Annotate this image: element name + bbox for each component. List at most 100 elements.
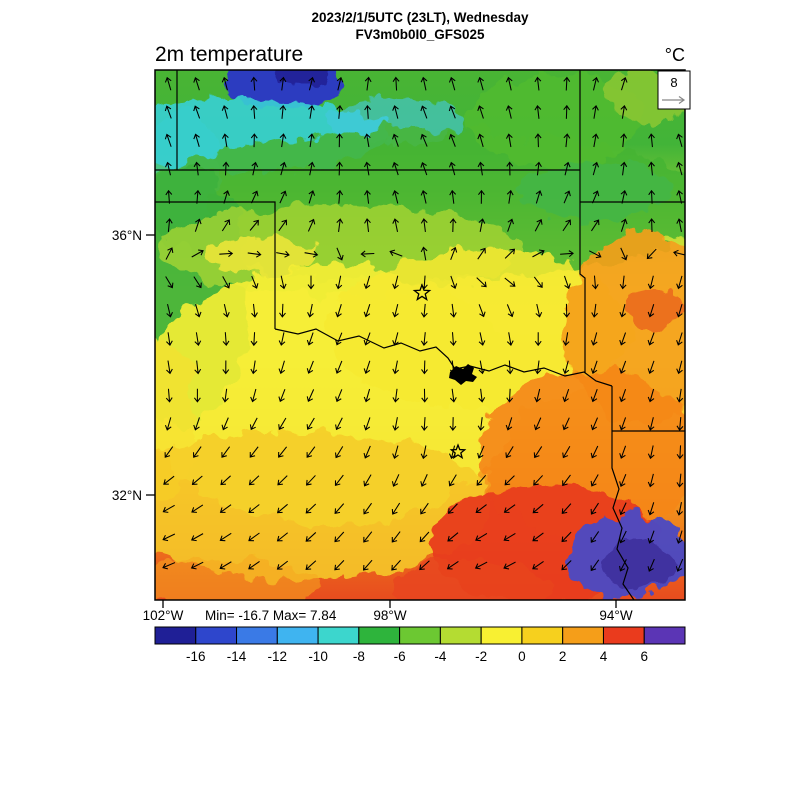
wind-vector-icon bbox=[449, 189, 457, 204]
wind-vector-glyph bbox=[450, 275, 458, 290]
wind-vector-icon bbox=[194, 332, 202, 346]
state-borders bbox=[155, 70, 685, 600]
wind-vector-glyph bbox=[420, 246, 428, 261]
wind-vector-glyph bbox=[588, 250, 602, 259]
wind-vector-icon bbox=[532, 249, 545, 258]
wind-vector-icon bbox=[279, 303, 286, 318]
wind-vector-icon bbox=[560, 250, 574, 258]
wind-vector-glyph bbox=[364, 76, 372, 91]
wind-vector-glyph bbox=[278, 360, 286, 375]
wind-vector-glyph bbox=[219, 561, 232, 570]
wind-vector-glyph bbox=[620, 161, 628, 176]
wind-vector-icon bbox=[363, 388, 371, 403]
wind-vector-icon bbox=[162, 562, 176, 570]
wind-vector-icon bbox=[392, 360, 400, 375]
wind-vector-icon bbox=[336, 218, 344, 233]
wind-vector-glyph bbox=[535, 190, 543, 204]
wind-vector-glyph bbox=[447, 503, 458, 514]
wind-vector-icon bbox=[421, 417, 428, 431]
wind-vector-glyph bbox=[164, 417, 172, 431]
wind-vector-icon bbox=[248, 560, 260, 570]
wind-vector-icon bbox=[647, 360, 655, 374]
wind-vector-glyph bbox=[478, 304, 486, 318]
wind-vector-icon bbox=[278, 360, 286, 375]
wind-vector-glyph bbox=[363, 304, 371, 318]
wind-vector-glyph bbox=[619, 388, 627, 403]
wind-vector-glyph bbox=[506, 332, 514, 346]
wind-vector-icon bbox=[193, 76, 200, 91]
wind-vector-glyph bbox=[336, 218, 344, 233]
wind-vector-glyph bbox=[533, 446, 543, 459]
colorbar-tick-label: -2 bbox=[475, 649, 487, 664]
wind-vector-icon bbox=[535, 190, 543, 204]
wind-vector-icon bbox=[563, 275, 571, 290]
wind-vector-glyph bbox=[360, 250, 375, 258]
wind-vector-glyph bbox=[420, 502, 429, 515]
wind-vector-glyph bbox=[279, 76, 287, 91]
wind-vector-icon bbox=[505, 446, 514, 459]
wind-vector-icon bbox=[647, 530, 655, 544]
wind-vector-icon bbox=[562, 388, 570, 403]
wind-vector-glyph bbox=[221, 219, 231, 232]
wind-vector-icon bbox=[219, 250, 234, 258]
wind-vector-icon bbox=[163, 475, 175, 485]
wind-vector-glyph bbox=[306, 389, 315, 403]
wind-vector-icon bbox=[221, 105, 229, 119]
lat-tick-label: 36°N bbox=[112, 228, 142, 243]
wind-vector-glyph bbox=[505, 105, 513, 119]
wind-vector-glyph bbox=[391, 559, 401, 571]
wind-vector-icon bbox=[447, 532, 459, 542]
wind-vector-glyph bbox=[420, 445, 428, 460]
wind-vector-glyph bbox=[620, 133, 628, 148]
colorbar-cell bbox=[276, 626, 319, 645]
wind-vector-icon bbox=[477, 247, 486, 260]
colorbar-tick-label: -10 bbox=[308, 649, 328, 664]
wind-vector-glyph bbox=[478, 388, 486, 403]
wind-vector-icon bbox=[279, 190, 287, 204]
wind-vector-icon bbox=[194, 360, 202, 375]
wind-vector-icon bbox=[506, 161, 514, 176]
wind-vector-icon bbox=[448, 76, 456, 91]
lon-tick-label: 98°W bbox=[373, 608, 406, 623]
lat-tick-label: 32°N bbox=[112, 488, 142, 503]
wind-vector-icon bbox=[219, 532, 232, 542]
wind-vector-glyph bbox=[647, 332, 655, 346]
wind-vector-glyph bbox=[165, 247, 174, 260]
wind-vector-glyph bbox=[391, 474, 400, 487]
colorbar-tick-label: 4 bbox=[600, 649, 608, 664]
wind-vector-glyph bbox=[363, 417, 371, 431]
wind-vector-icon bbox=[190, 533, 204, 542]
wind-vector-glyph bbox=[392, 417, 400, 431]
wind-vector-icon bbox=[474, 561, 488, 570]
wind-vector-icon bbox=[563, 161, 571, 176]
wind-vector-glyph bbox=[364, 218, 371, 233]
wind-vector-icon bbox=[534, 104, 542, 119]
wind-vector-icon bbox=[336, 161, 343, 176]
wind-vector-icon bbox=[503, 504, 516, 513]
wind-vector-icon bbox=[250, 133, 258, 148]
wind-reference-box: 8 bbox=[657, 70, 691, 110]
wind-vector-glyph bbox=[420, 105, 428, 119]
wind-vector-glyph bbox=[164, 446, 174, 458]
wind-vector-glyph bbox=[191, 249, 204, 258]
wind-vector-glyph bbox=[590, 417, 599, 431]
wind-vector-glyph bbox=[477, 76, 484, 91]
wind-vector-glyph bbox=[392, 388, 400, 403]
wind-vector-glyph bbox=[192, 446, 202, 458]
wind-vector-icon bbox=[446, 561, 459, 570]
wind-vector-glyph bbox=[647, 530, 655, 544]
wind-vector-icon bbox=[305, 560, 317, 571]
wind-vector-icon bbox=[363, 445, 371, 459]
wind-vector-glyph bbox=[305, 532, 317, 542]
wind-vector-glyph bbox=[421, 360, 428, 375]
wind-vector-glyph bbox=[503, 504, 516, 513]
wind-vector-icon bbox=[676, 530, 683, 544]
wind-vector-icon bbox=[166, 332, 173, 346]
wind-vector-icon bbox=[619, 332, 627, 346]
wind-vector-glyph bbox=[193, 161, 201, 176]
wind-vector-icon bbox=[420, 445, 428, 460]
wind-vector-icon bbox=[247, 250, 262, 258]
wind-vector-glyph bbox=[280, 161, 287, 176]
wind-vector-glyph bbox=[276, 250, 290, 258]
